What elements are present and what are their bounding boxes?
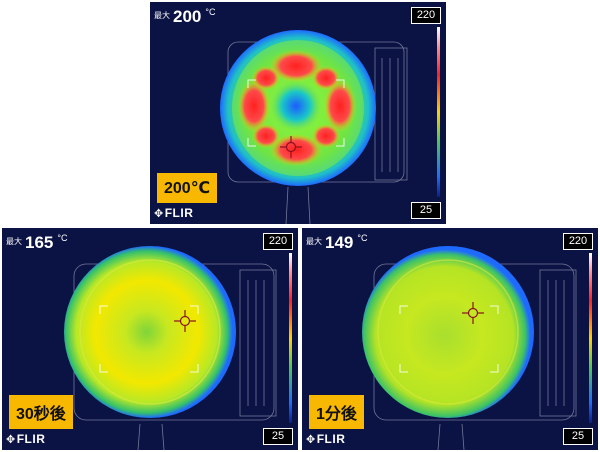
max-label: 最大 (154, 11, 170, 20)
color-scale-bar (589, 253, 592, 423)
thermal-image-panel-2: 最大 165 °C 220 25 30秒後 ✥FLIR (2, 228, 298, 450)
max-label: 最大 (6, 237, 22, 246)
logo-text: FLIR (16, 432, 46, 446)
scale-max: 220 (263, 233, 293, 250)
caption-badge: 30秒後 (9, 395, 73, 429)
crosshair-icon (174, 310, 196, 332)
thermal-image (362, 246, 577, 450)
color-scale-bar (289, 253, 292, 423)
unit: °C (357, 233, 368, 243)
thermal-image (220, 30, 408, 224)
logo-text: FLIR (316, 432, 346, 446)
thermal-image-panel-3: 最大 149 °C 220 25 1分後 ✥FLIR (302, 228, 598, 450)
max-temperature-readout: 最大 165 °C (6, 233, 67, 253)
thermal-image (64, 246, 277, 450)
unit: °C (205, 7, 216, 17)
flir-logo: ✥FLIR (6, 432, 45, 446)
crosshair-icon (280, 136, 302, 158)
scale-min: 25 (263, 428, 293, 445)
scale-max: 220 (563, 233, 593, 250)
logo-text: FLIR (164, 206, 194, 220)
caption-badge: 1分後 (309, 395, 364, 429)
scale-max: 220 (411, 7, 441, 24)
flir-logo-icon: ✥ (6, 434, 16, 446)
max-value: 200 (173, 7, 202, 26)
color-scale-bar (437, 27, 440, 197)
max-temperature-readout: 最大 149 °C (306, 233, 367, 253)
flir-logo: ✥FLIR (154, 206, 193, 220)
scale-min: 25 (411, 202, 441, 219)
max-value: 165 (25, 233, 54, 252)
max-temperature-readout: 最大 200 °C (154, 7, 215, 27)
flir-logo-icon: ✥ (306, 434, 316, 446)
caption-badge: 200℃ (157, 173, 218, 203)
unit: °C (57, 233, 68, 243)
thermal-image-panel-1: 最大 200 °C 220 25 200℃ ✥FLIR (150, 2, 446, 224)
max-value: 149 (325, 233, 354, 252)
flir-logo: ✥FLIR (306, 432, 345, 446)
max-label: 最大 (306, 237, 322, 246)
flir-logo-icon: ✥ (154, 208, 164, 220)
scale-min: 25 (563, 428, 593, 445)
crosshair-icon (462, 302, 484, 324)
